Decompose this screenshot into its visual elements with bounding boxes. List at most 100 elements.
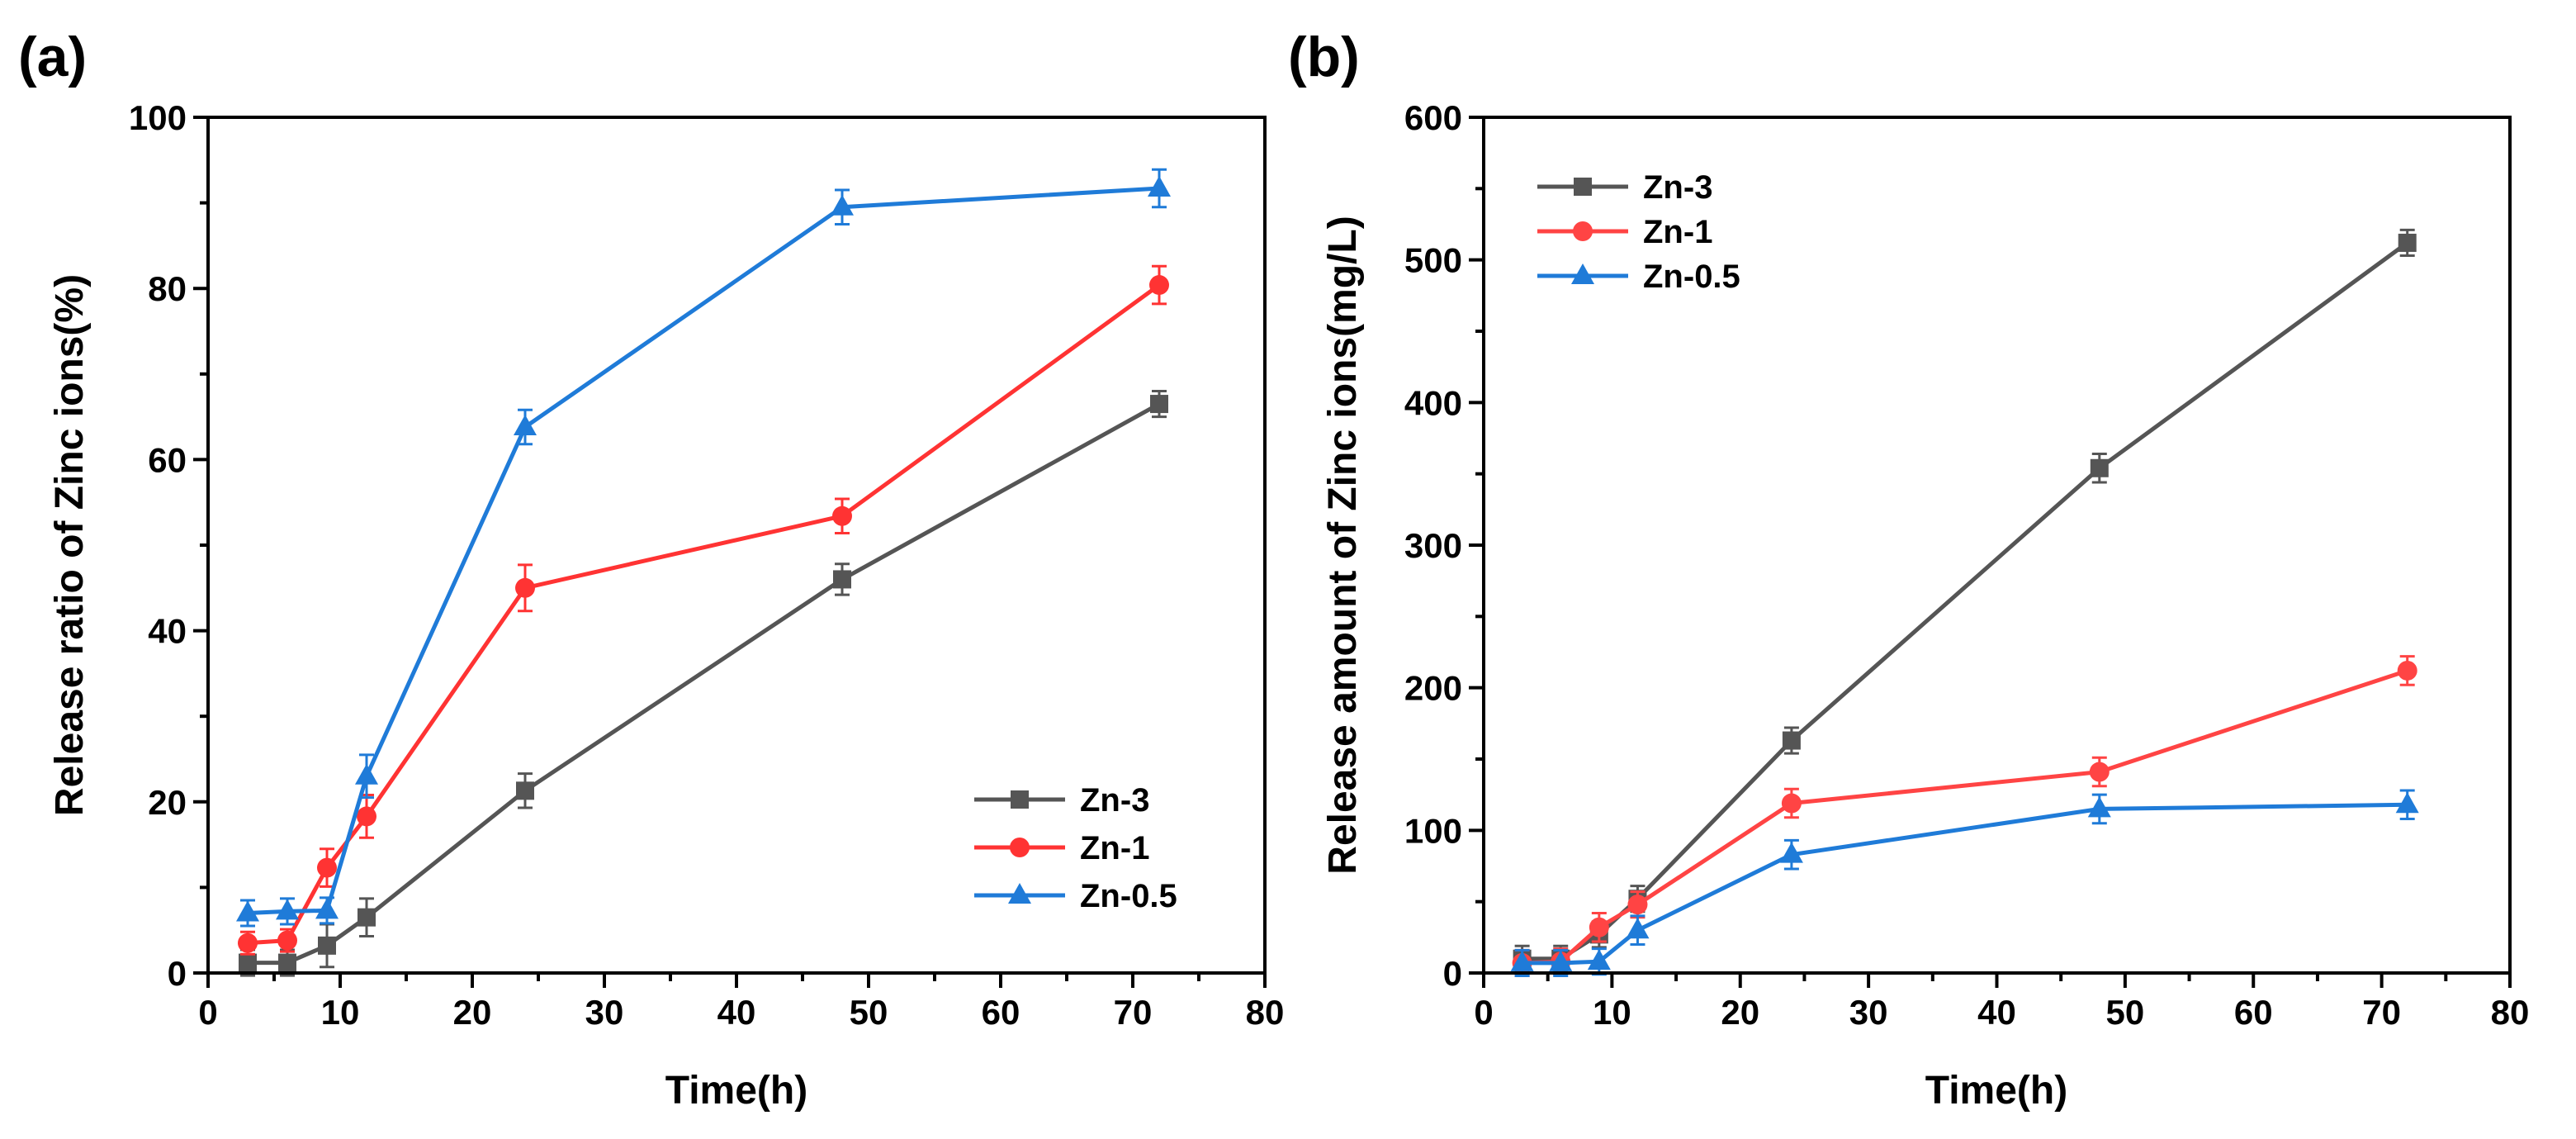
chart-a-point-zn-0-5 bbox=[1148, 175, 1171, 197]
chart-b-point-zn-1 bbox=[1781, 793, 1802, 814]
chart-b-point-zn-0-5 bbox=[1510, 950, 1534, 971]
chart-a-point-zn-3 bbox=[358, 908, 376, 927]
chart-a-point-zn-0-5 bbox=[355, 763, 378, 785]
chart-b-y-tick-label: 400 bbox=[1404, 383, 1462, 422]
chart-b-point-zn-0-5 bbox=[2087, 796, 2111, 818]
chart-a-x-tick-label: 70 bbox=[1114, 993, 1153, 1032]
chart-b-point-zn-1 bbox=[2397, 660, 2417, 681]
chart-a-point-zn-0-5 bbox=[315, 898, 339, 919]
chart-a-y-tick-label: 60 bbox=[148, 440, 187, 479]
chart-b-y-tick-label: 300 bbox=[1404, 526, 1462, 565]
chart-a-point-zn-1 bbox=[277, 930, 297, 951]
chart-panel-a: (a) 0 10 20 30 40 50 60 70 80 0 20 40 60 80 100 Time(h… bbox=[18, 26, 1284, 1113]
chart-a-point-zn-0-5 bbox=[236, 900, 259, 922]
chart-b-point-zn-0-5 bbox=[1626, 918, 1650, 939]
chart-a-legend-item-zn-0-5: Zn-0.5 bbox=[974, 878, 1177, 914]
chart-a-legend-marker-zn-3 bbox=[1011, 790, 1029, 809]
chart-a-ticks: 0 10 20 30 40 50 60 70 80 0 20 40 60 80 100 bbox=[129, 98, 1284, 1032]
chart-b-marks bbox=[1510, 228, 2419, 977]
chart-a-series-zn-3 bbox=[239, 390, 1168, 977]
chart-a-y-tick-label: 40 bbox=[148, 612, 187, 651]
chart-a-point-zn-3 bbox=[516, 781, 534, 800]
chart-b-point-zn-3 bbox=[2090, 458, 2109, 477]
chart-a-x-tick-label: 60 bbox=[982, 993, 1020, 1032]
chart-a-point-zn-1 bbox=[238, 933, 258, 953]
chart-b-legend-marker-zn-0-5 bbox=[1571, 263, 1594, 284]
chart-b-x-tick-label: 40 bbox=[1977, 993, 2016, 1032]
chart-a-y-tick-label: 80 bbox=[148, 269, 187, 308]
chart-a-x-axis-title: Time(h) bbox=[665, 1069, 807, 1113]
chart-a-marks bbox=[236, 168, 1171, 977]
chart-a-point-zn-0-5 bbox=[276, 899, 299, 920]
chart-a-x-tick-label: 40 bbox=[717, 993, 756, 1032]
chart-a-point-zn-0-5 bbox=[831, 194, 854, 216]
chart-b-point-zn-0-5 bbox=[2395, 792, 2419, 814]
chart-b-legend-marker-zn-3 bbox=[1574, 178, 1592, 196]
chart-a-point-zn-1 bbox=[515, 577, 535, 598]
chart-a-point-zn-3 bbox=[239, 953, 257, 972]
chart-a-y-axis-title: Release ratio of Zinc ions(%) bbox=[48, 274, 92, 816]
chart-a-x-tick-label: 30 bbox=[585, 993, 624, 1032]
chart-b-legend-label-zn-3: Zn-3 bbox=[1643, 169, 1712, 206]
chart-a-legend: Zn-3 Zn-1 Zn-0.5 bbox=[974, 782, 1177, 914]
chart-b-y-tick-label: 0 bbox=[1443, 954, 1462, 993]
chart-b-y-tick-label: 500 bbox=[1404, 241, 1462, 280]
chart-b-y-axis-title: Release amount of Zinc ions(mg/L) bbox=[1321, 216, 1365, 874]
chart-b-point-zn-3 bbox=[1782, 731, 1801, 750]
chart-a-x-tick-label: 0 bbox=[198, 993, 217, 1032]
chart-b-x-tick-label: 0 bbox=[1474, 993, 1493, 1032]
chart-a-series-zn-1 bbox=[238, 264, 1169, 956]
chart-a-point-zn-1 bbox=[832, 505, 852, 526]
chart-b-y-tick-label: 600 bbox=[1404, 98, 1462, 137]
chart-a-x-tick-label: 50 bbox=[850, 993, 888, 1032]
chart-a-point-zn-3 bbox=[318, 936, 336, 955]
chart-a-point-zn-3 bbox=[833, 570, 851, 589]
chart-b-x-tick-label: 30 bbox=[1849, 993, 1888, 1032]
chart-b-point-zn-1 bbox=[1627, 895, 1648, 915]
chart-b-point-zn-0-5 bbox=[1779, 842, 1803, 863]
chart-b-point-zn-1 bbox=[2089, 762, 2110, 782]
chart-a-series-zn-0-5 bbox=[236, 168, 1171, 928]
chart-a-y-tick-label: 0 bbox=[168, 954, 187, 993]
chart-b-legend-item-zn-1: Zn-1 bbox=[1537, 214, 1712, 250]
chart-b-ticks: 0 10 20 30 40 50 60 70 80 0 100 200 300 400 500 600 bbox=[1404, 98, 2529, 1032]
chart-b-legend-item-zn-0-5: Zn-0.5 bbox=[1537, 259, 1740, 295]
chart-b-y-tick-label: 100 bbox=[1404, 811, 1462, 850]
chart-b-y-tick-label: 200 bbox=[1404, 669, 1462, 708]
chart-a-legend-marker-zn-0-5 bbox=[1008, 883, 1031, 904]
panel-label-b: (b) bbox=[1288, 26, 1360, 88]
chart-a-point-zn-1 bbox=[1149, 275, 1169, 296]
chart-a-x-tick-label: 20 bbox=[453, 993, 492, 1032]
chart-b-x-tick-label: 60 bbox=[2234, 993, 2273, 1032]
chart-panel-b: (b) 0 10 20 30 40 50 60 70 80 0 100 200 300 400 500 600… bbox=[1288, 26, 2529, 1113]
chart-a-point-zn-3 bbox=[278, 953, 296, 972]
chart-a-y-tick-label: 20 bbox=[148, 783, 187, 822]
chart-b-x-tick-label: 80 bbox=[2491, 993, 2530, 1032]
chart-a-point-zn-3 bbox=[1150, 395, 1168, 414]
chart-a-point-zn-1 bbox=[317, 857, 337, 878]
chart-a-legend-marker-zn-1 bbox=[1010, 838, 1030, 857]
chart-a-legend-item-zn-3: Zn-3 bbox=[974, 782, 1149, 819]
chart-a-x-tick-label: 10 bbox=[321, 993, 360, 1032]
chart-a-legend-label-zn-0-5: Zn-0.5 bbox=[1080, 878, 1177, 914]
chart-b-legend-marker-zn-1 bbox=[1573, 221, 1593, 241]
chart-b-series-zn-0-5 bbox=[1510, 789, 2419, 977]
chart-b-x-tick-label: 50 bbox=[2106, 993, 2145, 1032]
chart-b-point-zn-1 bbox=[1589, 917, 1609, 937]
chart-b-point-zn-0-5 bbox=[1587, 949, 1611, 971]
chart-b-x-axis-title: Time(h) bbox=[1925, 1069, 2067, 1113]
chart-b-legend-label-zn-0-5: Zn-0.5 bbox=[1643, 259, 1740, 295]
chart-b-legend-item-zn-3: Zn-3 bbox=[1537, 169, 1712, 206]
chart-a-legend-item-zn-1: Zn-1 bbox=[974, 830, 1149, 866]
chart-b-x-tick-label: 70 bbox=[2362, 993, 2401, 1032]
chart-a-legend-label-zn-1: Zn-1 bbox=[1080, 830, 1149, 866]
chart-b-point-zn-0-5 bbox=[1549, 950, 1573, 971]
chart-a-point-zn-1 bbox=[357, 806, 376, 827]
chart-a-point-zn-0-5 bbox=[514, 415, 537, 436]
chart-b-legend-label-zn-1: Zn-1 bbox=[1643, 214, 1712, 250]
panel-label-a: (a) bbox=[18, 26, 87, 88]
chart-b-x-tick-label: 20 bbox=[1721, 993, 1759, 1032]
chart-a-x-tick-label: 80 bbox=[1246, 993, 1285, 1032]
chart-a-y-tick-label: 100 bbox=[129, 98, 187, 137]
